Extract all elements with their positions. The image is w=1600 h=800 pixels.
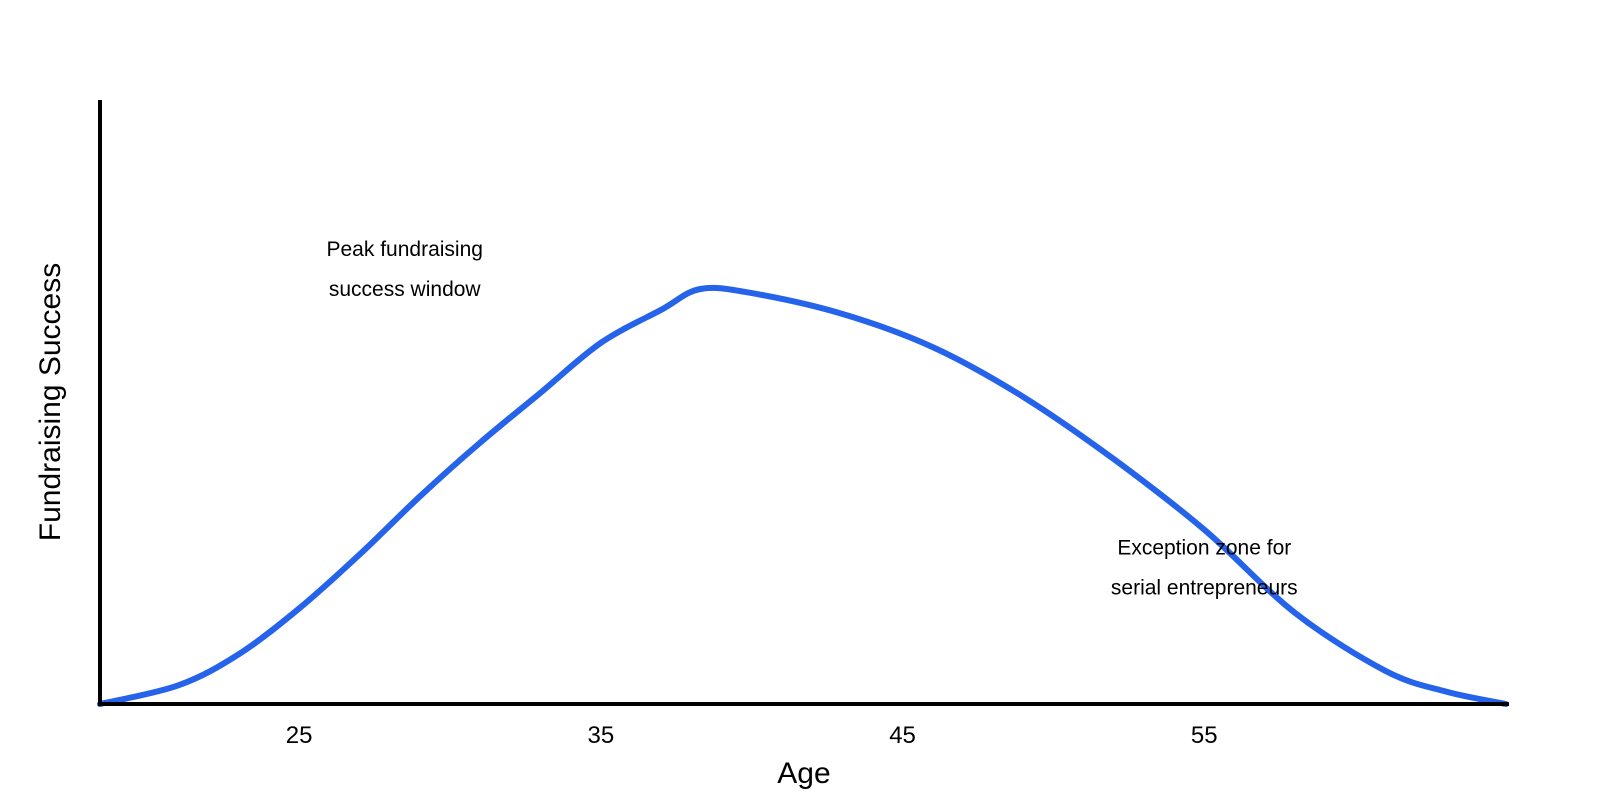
annotation: Exception zone for serial entrepreneurs (1111, 537, 1298, 600)
annotation-line: serial entrepreneurs (1111, 577, 1298, 600)
x-tick-label: 55 (1191, 722, 1218, 749)
series-line (97, 284, 1509, 707)
x-tick-label: 35 (587, 722, 614, 749)
annotations: Peak fundraising success window Exception … (327, 238, 1298, 600)
x-axis-title: Age (777, 757, 830, 790)
x-tick-label: 45 (889, 722, 916, 749)
y-axis-title: Fundraising Success (34, 263, 67, 541)
annotation-line: Peak fundraising (327, 238, 483, 261)
annotation-line: success window (329, 278, 482, 301)
x-tick-label: 25 (286, 722, 313, 749)
x-tick-labels: 25 35 45 55 (286, 722, 1218, 749)
plot-area (97, 100, 1509, 707)
annotation: Peak fundraising success window (327, 238, 483, 301)
annotation-line: Exception zone for (1117, 537, 1291, 560)
